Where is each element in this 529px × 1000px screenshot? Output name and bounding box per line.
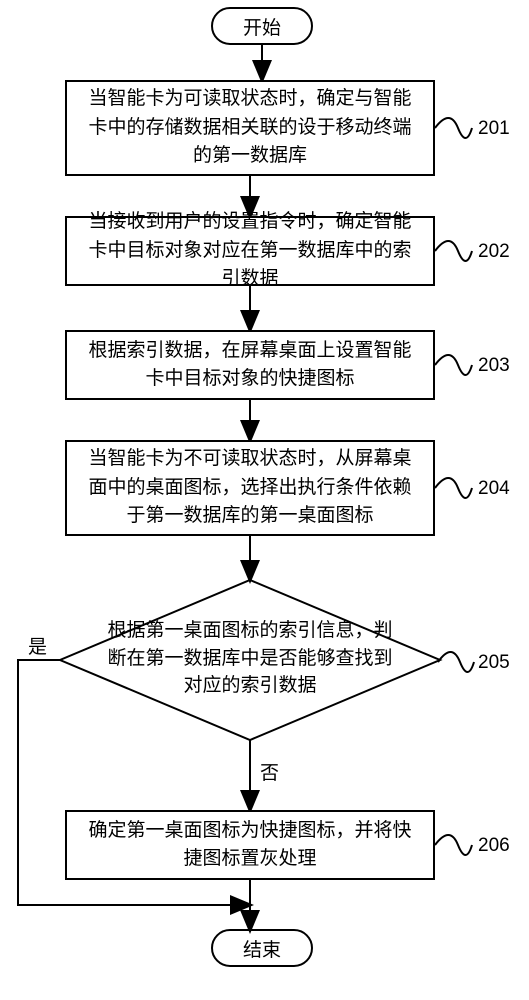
ref-206: 206 [478, 835, 510, 857]
process-206: 确定第一桌面图标为快捷图标，并将快捷图标置灰处理 [65, 810, 435, 880]
ref-connector-202 [435, 241, 472, 261]
ref-connector-201 [435, 118, 472, 138]
decision-205-label: 根据第一桌面图标的索引信息，判断在第一数据库中是否能够查找到对应的索引数据 [100, 617, 400, 700]
ref-connector-205 [438, 652, 474, 672]
ref-203: 203 [478, 355, 510, 377]
ref-connector-204 [435, 478, 472, 498]
ref-connector-206 [435, 835, 472, 855]
process-204: 当智能卡为不可读取状态时，从屏幕桌面中的桌面图标，选择出执行条件依赖于第一数据库… [65, 440, 435, 536]
ref-connector-203 [435, 355, 472, 375]
ref-201: 201 [478, 118, 510, 140]
process-201: 当智能卡为可读取状态时，确定与智能卡中的存储数据相关联的设于移动终端的第一数据库 [65, 80, 435, 176]
start-label: 开始 [212, 8, 312, 44]
edge-label-yes: 是 [28, 632, 47, 659]
process-203: 根据索引数据，在屏幕桌面上设置智能卡中目标对象的快捷图标 [65, 330, 435, 400]
ref-205: 205 [478, 652, 510, 674]
end-label: 结束 [212, 930, 312, 966]
process-202: 当接收到用户的设置指令时，确定智能卡中目标对象对应在第一数据库中的索引数据 [65, 216, 435, 286]
ref-202: 202 [478, 241, 510, 263]
edge-label-no: 否 [260, 758, 279, 785]
ref-204: 204 [478, 478, 510, 500]
